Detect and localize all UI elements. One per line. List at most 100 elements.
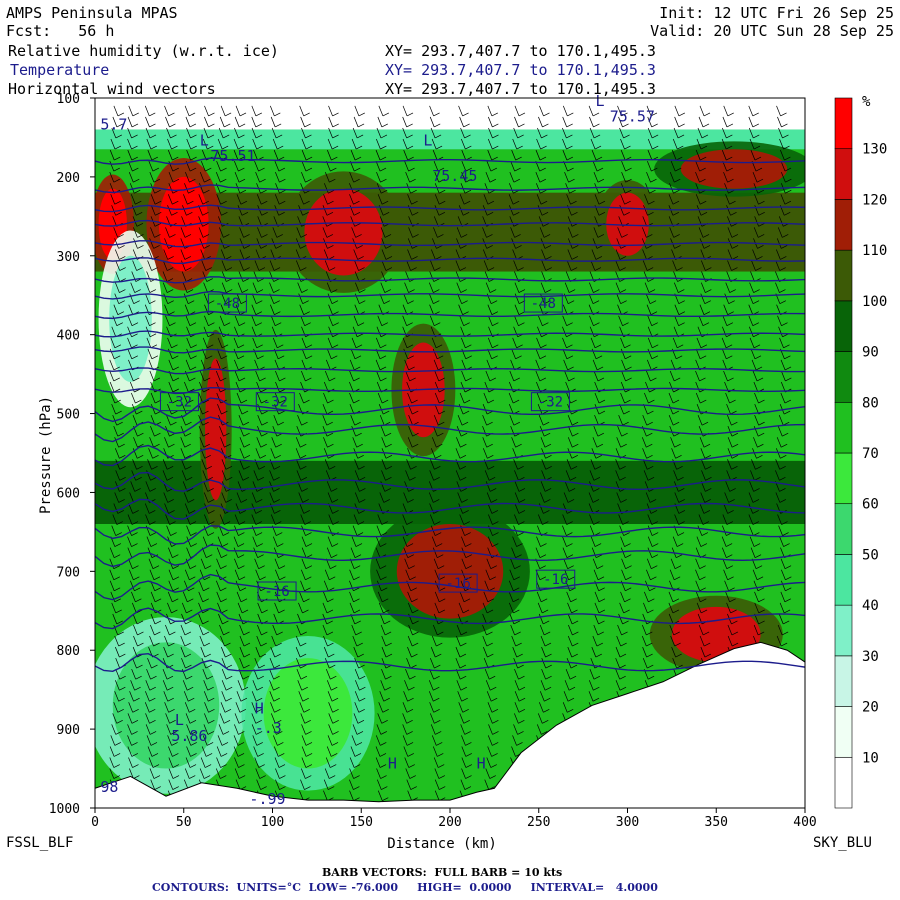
isotherm	[95, 346, 805, 354]
wind-barb	[643, 470, 649, 481]
wind-barb-flag	[332, 134, 339, 139]
wind-barb-flag	[189, 521, 197, 525]
wind-barb-flag	[625, 167, 632, 172]
wind-barb	[430, 459, 435, 470]
wind-barb	[511, 149, 516, 161]
wind-barb	[128, 105, 134, 117]
wind-barb-flag	[513, 809, 519, 812]
wind-barb-flag	[592, 300, 600, 304]
wind-barb	[204, 304, 209, 315]
wind-barb-flag	[238, 521, 246, 525]
wind-barb-flag	[597, 432, 604, 437]
wind-barb	[325, 470, 331, 481]
wind-barb	[615, 282, 621, 293]
wind-barb	[781, 172, 786, 183]
wind-barb	[514, 293, 520, 304]
wind-barb	[381, 249, 387, 260]
wind-barb-flag	[678, 521, 685, 525]
wind-barb-flag	[702, 234, 710, 238]
wind-barb	[295, 646, 301, 658]
wind-barb	[589, 525, 595, 536]
wind-barb	[695, 149, 701, 161]
wind-barb	[511, 238, 516, 249]
wind-barb	[698, 624, 704, 636]
wind-barb-flag	[136, 620, 144, 625]
wind-barb-flag	[304, 123, 311, 128]
wind-barb-flag	[704, 653, 712, 658]
wind-barb-flag	[518, 499, 526, 503]
wind-barb	[647, 525, 653, 536]
wind-barb	[777, 227, 783, 238]
wind-barb-flag	[409, 576, 416, 581]
wind-barb-flag	[167, 499, 174, 503]
wind-barb-flag	[408, 167, 415, 172]
wind-barb-flag	[276, 731, 283, 735]
wind-barb-flag	[169, 631, 176, 636]
wind-barb	[274, 392, 280, 404]
wind-barb-flag	[782, 432, 789, 437]
wind-barb-flag	[542, 322, 549, 327]
wind-barb-flag	[132, 167, 139, 172]
wind-barb-flag	[677, 145, 684, 150]
wind-barb-flag	[168, 510, 175, 514]
wind-barb-flag	[566, 355, 574, 360]
wind-barb	[484, 779, 490, 790]
wind-barb-flag	[202, 598, 209, 603]
wind-barb	[615, 260, 621, 271]
wind-barb-flag	[758, 432, 765, 437]
wind-barb-flag	[412, 443, 419, 448]
wind-barb-flag	[646, 432, 653, 437]
wind-barb-flag	[116, 123, 124, 128]
wind-barb	[323, 580, 329, 591]
isotherm	[95, 219, 805, 227]
wind-barb	[674, 492, 680, 503]
wind-barb-flag	[385, 256, 393, 260]
wind-barb-flag	[172, 366, 179, 371]
wind-barb-flag	[729, 488, 736, 492]
wind-barb-flag	[331, 344, 339, 349]
wind-barb-flag	[278, 554, 285, 558]
wind-barb	[485, 481, 491, 492]
wind-barb-flag	[752, 112, 759, 117]
wind-barb-flag	[621, 112, 628, 117]
wind-barb-flag	[465, 576, 472, 581]
isotherm	[95, 204, 805, 213]
wind-barb-flag	[703, 443, 711, 448]
wind-barb-flag	[540, 344, 547, 349]
wind-barb	[183, 691, 189, 702]
wind-barb-flag	[380, 344, 387, 349]
wind-barb-flag	[700, 598, 707, 603]
wind-barb-flag	[412, 631, 419, 636]
wind-barb	[562, 348, 568, 359]
wind-barb	[376, 326, 382, 337]
wind-barb-flag	[437, 554, 444, 558]
wind-barb-flag	[731, 421, 738, 426]
wind-barb-flag	[168, 112, 175, 117]
wind-barb-flag	[117, 631, 124, 636]
wind-barb-flag	[257, 278, 265, 282]
wind-barb-flag	[132, 510, 139, 514]
wind-barb-flag	[305, 742, 313, 746]
wind-barb	[562, 315, 567, 326]
wind-barb-flag	[542, 223, 550, 227]
wind-barb	[724, 293, 730, 304]
wind-barb	[725, 392, 730, 404]
wind-barb-flag	[492, 123, 499, 128]
wind-barb	[621, 359, 626, 371]
wind-barb	[404, 680, 409, 691]
wind-barb-flag	[305, 775, 312, 779]
wind-barb	[349, 370, 354, 382]
wind-barb	[428, 691, 434, 702]
wind-barb	[456, 282, 462, 293]
wind-barb-flag	[541, 598, 548, 603]
wind-barb-flag	[383, 410, 390, 415]
wind-barb-flag	[541, 211, 549, 216]
wind-barb	[620, 547, 626, 558]
wind-barb-flag	[255, 532, 263, 536]
extremum-label: L	[175, 711, 184, 729]
wind-barb-flag	[437, 355, 444, 360]
wind-barb-flag	[544, 697, 551, 702]
wind-barb-flag	[221, 554, 228, 558]
wind-barb-flag	[136, 410, 143, 415]
wind-barb	[748, 293, 754, 304]
